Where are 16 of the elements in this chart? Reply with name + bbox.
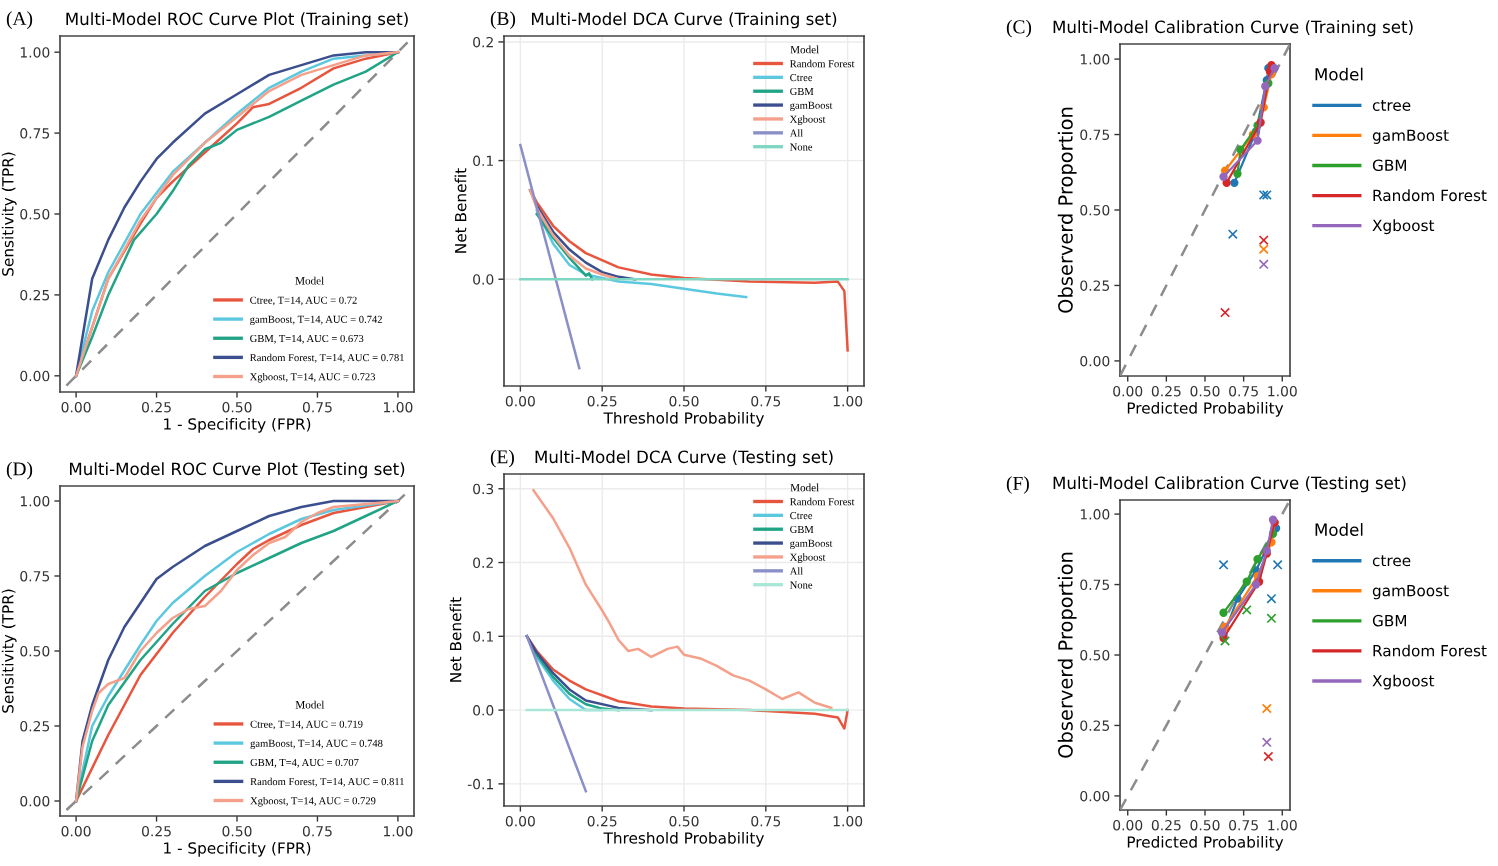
chart-title: Multi-Model Calibration Curve (Testing set) [1053, 476, 1406, 493]
chart-title: Multi-Model ROC Curve Plot (Testing set) [70, 462, 405, 479]
chart-title: Multi-Model DCA Curve (Training set) [532, 12, 837, 29]
y-axis-title: Observerd Proportion [1057, 107, 1077, 313]
chart-title: Multi-Model DCA Curve (Testing set) [535, 450, 833, 467]
legend-title: Model [1315, 67, 1363, 81]
text: (A) [6, 11, 33, 29]
legend-title: Model [1315, 523, 1363, 536]
y-axis-title: Observerd Proportion [1057, 552, 1077, 758]
text: (B) [490, 11, 516, 29]
text: (C) [1006, 19, 1032, 38]
text: (D) [6, 461, 33, 480]
chart-title: Multi-Model Calibration Curve (Training set) [1053, 20, 1413, 37]
chart-title: Multi-Model ROC Curve Plot (Training set) [66, 12, 408, 29]
text: (E) [490, 449, 514, 468]
text: (F) [1006, 476, 1029, 494]
